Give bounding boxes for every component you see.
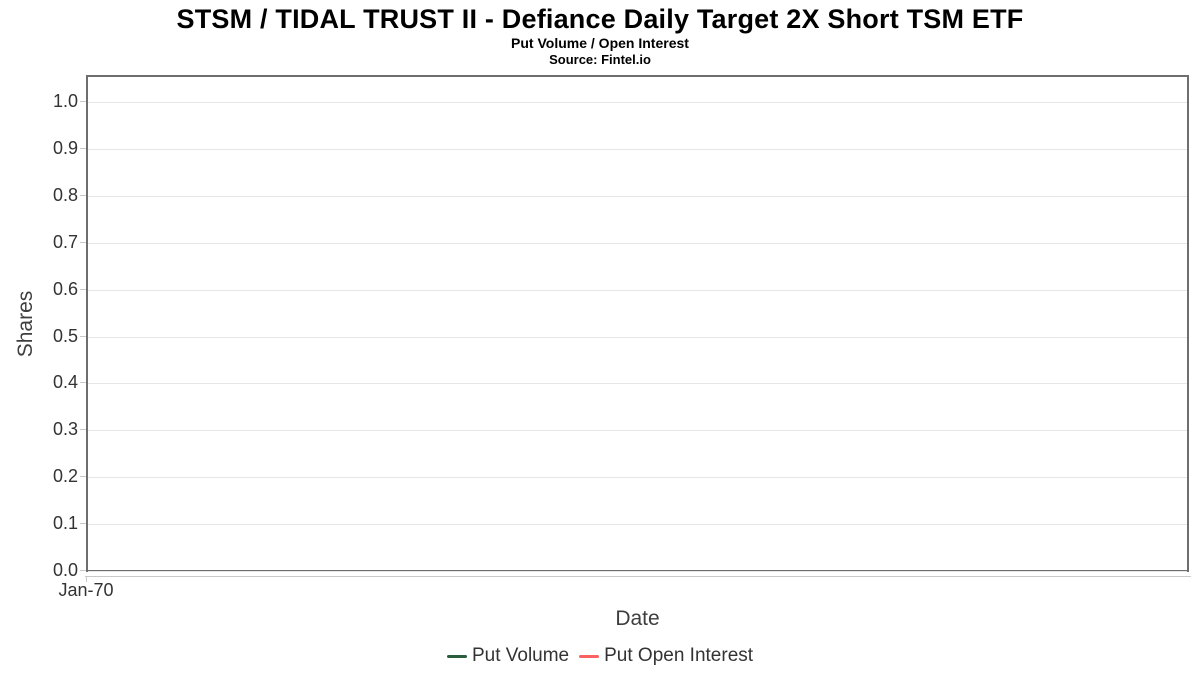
gridline xyxy=(88,242,1187,244)
y-tick-label: 1.0 xyxy=(52,91,78,111)
gridline xyxy=(88,148,1187,150)
y-tick-label: 0.9 xyxy=(52,137,78,158)
legend-marker-put-volume xyxy=(446,654,467,658)
gridline xyxy=(88,289,1187,291)
legend-label-put-open-interest: Put Open Interest xyxy=(604,645,754,666)
x-tick-label: Jan-70 xyxy=(58,580,114,600)
legend: Put Volume Put Open Interest xyxy=(0,645,1200,667)
legend-item-put-open-interest[interactable]: Put Open Interest xyxy=(579,645,753,667)
y-tick-label: 0.2 xyxy=(52,466,78,487)
y-tick-mark xyxy=(80,288,86,290)
y-tick-label: 0.1 xyxy=(52,513,78,534)
gridline xyxy=(88,477,1187,479)
gridline xyxy=(88,102,1187,103)
y-tick-label: 0.8 xyxy=(52,184,78,205)
legend-label-put-volume: Put Volume xyxy=(471,645,570,666)
y-tick-mark xyxy=(80,241,86,243)
x-axis-line xyxy=(85,576,1191,577)
y-tick-mark xyxy=(80,476,86,478)
y-tick-label: 0.4 xyxy=(52,372,78,393)
y-tick-label: 0.5 xyxy=(52,325,78,346)
y-tick-mark xyxy=(80,194,86,196)
y-tick-mark xyxy=(80,570,86,571)
y-tick-mark xyxy=(80,101,86,102)
x-axis-title: Date xyxy=(615,607,660,630)
y-tick-mark xyxy=(80,429,86,431)
plot-area xyxy=(86,75,1189,572)
x-tick-mark xyxy=(86,576,87,582)
chart-subtitle: Put Volume / Open Interest xyxy=(511,35,689,51)
gridline xyxy=(88,383,1187,385)
y-tick-label: 0.0 xyxy=(52,560,78,580)
y-tick-mark xyxy=(80,523,86,525)
gridline xyxy=(88,430,1187,432)
gridline xyxy=(88,571,1187,572)
y-tick-mark xyxy=(80,382,86,384)
y-tick-label: 0.7 xyxy=(52,231,78,252)
gridline xyxy=(88,336,1187,338)
y-tick-label: 0.6 xyxy=(52,278,78,299)
gridline xyxy=(88,524,1187,526)
gridline xyxy=(88,195,1187,197)
legend-item-put-volume[interactable]: Put Volume xyxy=(446,645,570,667)
y-tick-mark xyxy=(80,147,86,149)
legend-marker-put-open-interest xyxy=(579,654,600,658)
y-tick-mark xyxy=(80,335,86,337)
chart-title: STSM / TIDAL TRUST II - Defiance Daily T… xyxy=(176,4,1024,34)
y-tick-label: 0.3 xyxy=(52,419,78,440)
y-axis-title: Shares xyxy=(14,290,37,358)
chart-source-label: Source: Fintel.io xyxy=(549,52,651,67)
